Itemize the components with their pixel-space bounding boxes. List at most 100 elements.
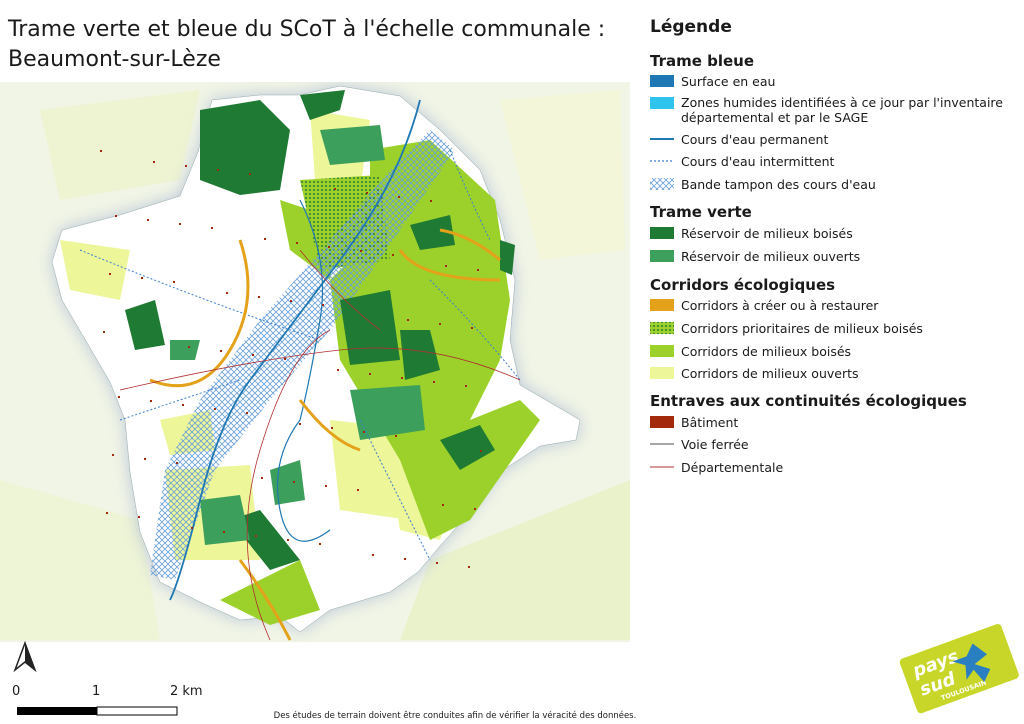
swatch	[650, 345, 674, 357]
departmental-road	[299, 249, 381, 331]
building	[436, 562, 438, 564]
building	[290, 300, 292, 302]
building	[430, 200, 432, 202]
background-field	[40, 90, 200, 200]
building	[185, 165, 187, 167]
building	[331, 427, 333, 429]
building	[392, 254, 394, 256]
building	[147, 219, 149, 221]
building	[293, 481, 295, 483]
building	[217, 169, 219, 171]
legend-item: Cours d'eau intermittent	[681, 154, 835, 169]
building	[369, 373, 371, 375]
legend-heading: Corridors écologiques	[650, 276, 835, 294]
legend-title: Légende	[650, 17, 732, 37]
building	[407, 319, 409, 321]
intermittent-river	[119, 379, 241, 421]
building	[325, 485, 327, 487]
building	[264, 238, 266, 240]
background-field	[500, 90, 625, 260]
scale-label: 0	[12, 684, 20, 699]
building	[334, 188, 336, 190]
intermittent-river	[429, 279, 521, 381]
open-reservoir	[350, 385, 425, 440]
background-field	[0, 480, 160, 640]
swatch	[650, 227, 674, 239]
building	[118, 396, 120, 398]
legend-item: Corridors à créer ou à restaurer	[681, 298, 879, 313]
swatch	[650, 97, 674, 109]
building	[226, 292, 228, 294]
building	[480, 450, 482, 452]
logo-flower	[952, 643, 991, 682]
permanent-river	[169, 99, 421, 601]
restore-corridor	[238, 559, 292, 641]
map	[0, 82, 630, 642]
legend-item: départemental et par le SAGE	[681, 110, 868, 125]
building	[474, 508, 476, 510]
wood-reservoir	[410, 215, 455, 250]
scale-bar: 0 1 2 km	[12, 684, 203, 716]
wood-reservoir	[340, 290, 400, 365]
open-reservoir	[200, 495, 250, 545]
building	[258, 296, 260, 298]
building	[144, 458, 146, 460]
building	[337, 369, 339, 371]
building	[299, 423, 301, 425]
building	[115, 215, 117, 217]
legend-item: Bâtiment	[681, 415, 738, 430]
building	[106, 512, 108, 514]
building	[395, 435, 397, 437]
scale-label: 1	[92, 684, 100, 699]
wood-reservoir	[300, 90, 345, 120]
logo-badge	[899, 624, 1019, 714]
swatch	[650, 75, 674, 87]
departmental-road	[119, 347, 521, 391]
building	[471, 327, 473, 329]
restore-corridor	[439, 228, 501, 262]
building	[296, 242, 298, 244]
swatch	[650, 299, 674, 311]
building	[372, 554, 374, 556]
building	[477, 269, 479, 271]
building	[442, 504, 444, 506]
building	[445, 265, 447, 267]
building	[404, 558, 406, 560]
building	[109, 273, 111, 275]
building	[188, 346, 190, 348]
title-line: Beaumont-sur-Lèze	[8, 47, 221, 72]
building	[182, 404, 184, 406]
intermittent-river	[359, 419, 431, 561]
wood-reservoir	[500, 240, 515, 275]
legend: Légende Trame bleue Surface en eau Zones…	[650, 17, 1003, 475]
swatch	[650, 178, 674, 190]
intermittent-river	[449, 149, 491, 241]
building	[138, 516, 140, 518]
open-reservoir	[320, 125, 385, 165]
building	[287, 539, 289, 541]
building	[468, 566, 470, 568]
legend-item: Cours d'eau permanent	[681, 132, 828, 147]
restore-corridor	[149, 239, 250, 388]
building	[401, 377, 403, 379]
legend-item: Réservoir de milieux boisés	[681, 226, 853, 241]
building	[363, 431, 365, 433]
swatch	[650, 416, 674, 428]
building	[112, 454, 114, 456]
building	[176, 462, 178, 464]
wood-reservoir	[440, 425, 495, 470]
wood-reservoir	[200, 100, 290, 195]
building	[284, 358, 286, 360]
building	[360, 250, 362, 252]
building	[211, 227, 213, 229]
building	[191, 527, 193, 529]
legend-item: Corridors de milieux boisés	[681, 344, 851, 359]
background-field	[400, 480, 630, 640]
scale-segment	[17, 707, 97, 715]
title-line: Trame verte et bleue du SCoT à l'échelle…	[7, 17, 605, 42]
wood-reservoir	[125, 300, 165, 350]
open-corridor	[60, 240, 130, 300]
building	[246, 412, 248, 414]
swatch	[650, 322, 674, 334]
